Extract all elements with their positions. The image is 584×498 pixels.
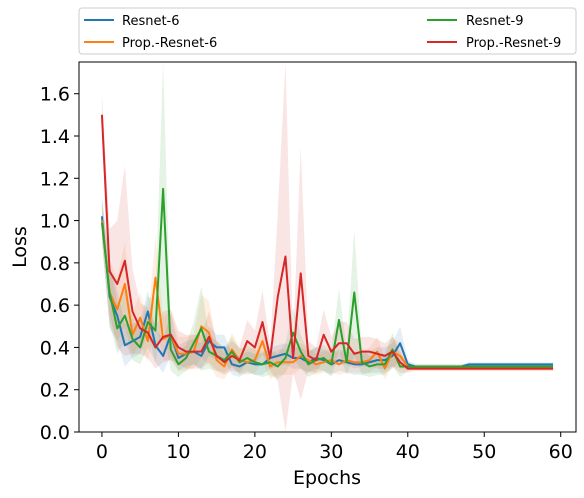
x-tick-label: 10 [166,441,190,463]
x-tick-label: 40 [396,441,420,463]
x-tick-label: 60 [549,441,573,463]
x-tick-label: 20 [243,441,267,463]
y-tick-label: 0.8 [40,253,70,275]
y-tick-label: 0.6 [40,295,70,317]
y-axis: 0.0 0.2 0.4 0.6 0.8 1.0 1.2 1.4 1.6 [40,84,79,444]
legend-label-prop-resnet-6: Prop.-Resnet-6 [122,36,217,51]
x-tick-label: 30 [319,441,343,463]
y-tick-label: 1.2 [40,168,70,190]
plot-frame [79,62,576,432]
legend-label-resnet-6: Resnet-6 [122,14,180,29]
confidence-bands [102,62,553,432]
x-axis-title: Epochs [293,467,361,489]
y-tick-label: 1.6 [40,84,70,106]
y-tick-label: 0.2 [40,380,70,402]
y-tick-label: 1.0 [40,211,70,233]
x-tick-label: 0 [96,441,108,463]
legend-label-resnet-9: Resnet-9 [466,14,524,29]
legend-label-prop-resnet-9: Prop.-Resnet-9 [466,36,561,51]
legend: Resnet-6 Prop.-Resnet-6 Resnet-9 Prop.-R… [79,8,576,54]
y-tick-label: 1.4 [40,126,70,148]
band-prop-resnet-9 [102,62,553,432]
y-tick-label: 0.0 [40,422,70,444]
x-axis: 0 10 20 30 40 50 60 [96,432,573,463]
x-tick-label: 50 [472,441,496,463]
y-axis-title: Loss [9,226,31,268]
y-tick-label: 0.4 [40,337,70,359]
